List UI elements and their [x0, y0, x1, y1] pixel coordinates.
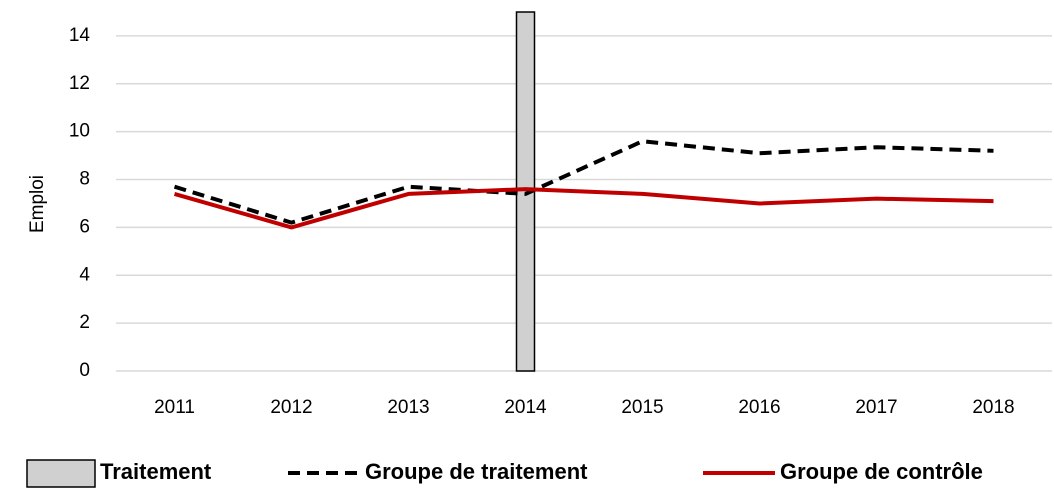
- y-tick-label: 8: [79, 169, 90, 190]
- y-tick-label: 10: [69, 121, 90, 142]
- x-tick-label: 2013: [387, 397, 429, 418]
- legend-label: Groupe de traitement: [365, 459, 588, 484]
- y-tick-label: 4: [79, 264, 90, 285]
- legend-label: Groupe de contrôle: [780, 459, 983, 484]
- x-tick-label: 2017: [855, 397, 897, 418]
- y-tick-label: 2: [79, 312, 90, 333]
- legend-label: Traitement: [100, 459, 212, 484]
- legend-swatch: [26, 459, 96, 488]
- x-tick-label: 2016: [738, 397, 780, 418]
- line-series: [173, 187, 994, 230]
- line-series: [173, 139, 994, 225]
- x-tick-label: 2011: [154, 397, 195, 418]
- y-tick-label: 14: [69, 25, 91, 46]
- y-tick-label: 0: [79, 360, 90, 381]
- y-tick-label: 12: [69, 73, 90, 94]
- y-tick-label: 6: [79, 216, 90, 237]
- x-tick-label: 2015: [621, 397, 663, 418]
- x-tick-label: 2018: [972, 397, 1014, 418]
- y-axis-label: Emploi: [27, 175, 48, 233]
- x-tick-label: 2014: [504, 397, 547, 418]
- x-tick-label: 2012: [270, 397, 312, 418]
